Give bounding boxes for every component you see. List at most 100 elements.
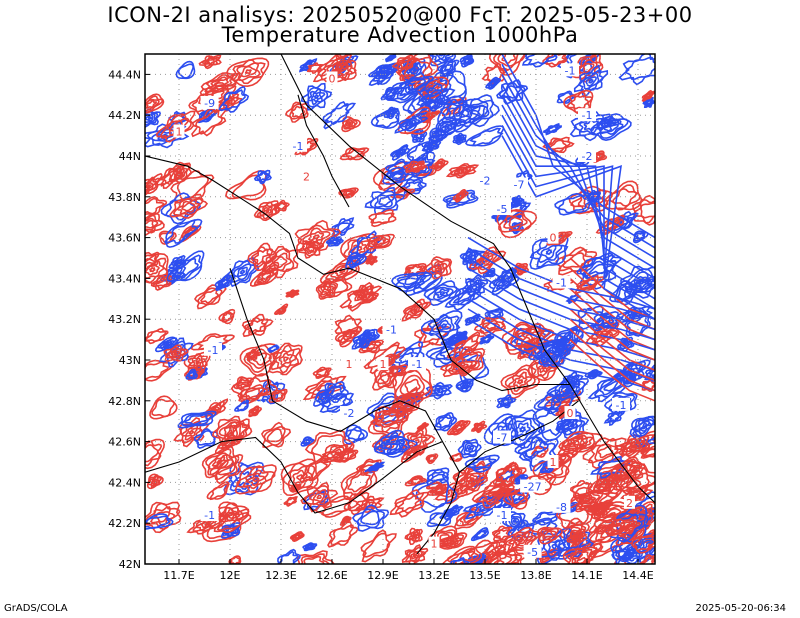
contour-line xyxy=(597,459,625,475)
contour-line xyxy=(306,243,317,253)
contour-line xyxy=(465,444,475,453)
contour-line xyxy=(225,170,267,201)
contour-line xyxy=(592,473,618,494)
contour-line xyxy=(619,463,634,474)
contour-line xyxy=(344,119,356,129)
contour-line xyxy=(395,149,404,156)
contour-line xyxy=(172,258,183,268)
contour-line xyxy=(164,219,198,245)
contour-line xyxy=(160,113,192,139)
contour-line xyxy=(500,364,541,400)
contour-line xyxy=(370,108,400,129)
contour-line xyxy=(624,525,643,542)
contour-line xyxy=(498,81,526,103)
contour-label: -27 xyxy=(524,480,542,493)
contour-line xyxy=(542,54,568,68)
contour-line xyxy=(491,271,518,293)
contour-line xyxy=(151,398,175,418)
contour-line xyxy=(583,119,600,132)
contour-label-box xyxy=(428,536,440,550)
contour-line xyxy=(450,486,464,497)
contour-line xyxy=(577,69,605,93)
lat-tick-label: 43.4N xyxy=(108,272,141,285)
contour-line xyxy=(616,460,637,477)
contour-line xyxy=(441,535,463,547)
contour-line xyxy=(578,54,597,66)
contour-line xyxy=(412,553,418,558)
contour-line xyxy=(525,331,542,342)
contour-line xyxy=(531,511,558,526)
contour-line xyxy=(456,167,469,174)
contour-label-box xyxy=(343,357,355,371)
contour-line xyxy=(535,359,555,377)
contour-line xyxy=(594,503,609,517)
contour-line xyxy=(463,57,471,64)
contour-line xyxy=(397,106,431,135)
contour-line xyxy=(504,529,538,552)
contour-label-box xyxy=(510,177,528,191)
contour-line xyxy=(412,534,417,538)
contour-line xyxy=(167,348,182,359)
contour-line xyxy=(347,428,363,441)
contour-line xyxy=(185,427,198,437)
contour-line xyxy=(345,120,354,127)
contour-line xyxy=(512,375,528,389)
contour-label: -7 xyxy=(514,179,525,192)
contour-label: 1 xyxy=(550,456,557,469)
contour-line xyxy=(608,412,621,422)
lon-tick-label: 12E xyxy=(220,569,241,582)
contour-line xyxy=(217,458,236,476)
axis-ticks: 44.4N 44.2N 44N 43.8N 43.6N 43.4N 43.2N 43N 42.8… xyxy=(108,68,654,582)
contour-line xyxy=(413,307,419,313)
contour-line xyxy=(213,508,252,534)
contour-line xyxy=(353,495,385,514)
contour-line xyxy=(302,542,318,552)
contour-line xyxy=(410,164,420,170)
contour-line xyxy=(345,148,364,159)
contour-line xyxy=(312,366,332,380)
contour-line xyxy=(630,533,655,554)
contour-line xyxy=(145,212,165,237)
contour-label: -1 xyxy=(204,509,215,522)
contour-line xyxy=(573,64,609,98)
contour-line xyxy=(383,168,411,184)
contour-line xyxy=(490,80,497,87)
contour-label: 1 xyxy=(431,538,438,551)
contour-line xyxy=(547,539,561,554)
contour-line xyxy=(403,262,427,278)
contour-line xyxy=(452,132,467,146)
contour-line xyxy=(160,192,201,225)
contour-line xyxy=(567,443,579,452)
contour-line xyxy=(562,546,598,564)
contour-line xyxy=(391,54,419,72)
contour-line xyxy=(369,190,398,210)
contour-line xyxy=(460,382,469,389)
contour-line xyxy=(370,405,414,429)
contour-line xyxy=(401,445,422,460)
contour-line xyxy=(250,246,274,268)
contour-line xyxy=(444,126,450,131)
contour-line xyxy=(432,286,454,301)
contour-label: -2 xyxy=(344,407,355,420)
lat-tick-label: 43.8N xyxy=(108,191,141,204)
contour-line xyxy=(570,95,590,110)
contour-line xyxy=(348,255,362,266)
contour-line xyxy=(378,164,411,191)
contour-line xyxy=(485,76,502,90)
contour-line xyxy=(236,400,249,412)
contour-line xyxy=(449,539,456,543)
contour-line xyxy=(534,512,558,525)
contour-line xyxy=(173,416,210,448)
contour-line xyxy=(472,556,483,563)
contour-line xyxy=(230,556,241,564)
contour-line xyxy=(405,160,426,173)
contour-line xyxy=(457,193,464,199)
contour-label-box xyxy=(200,95,219,109)
contour-line xyxy=(499,467,517,484)
contour-line xyxy=(439,291,446,296)
contour-line xyxy=(145,219,154,229)
contour-line xyxy=(623,551,639,562)
contour-line xyxy=(176,175,210,201)
contour-line xyxy=(408,121,414,126)
region-borders xyxy=(145,54,655,555)
